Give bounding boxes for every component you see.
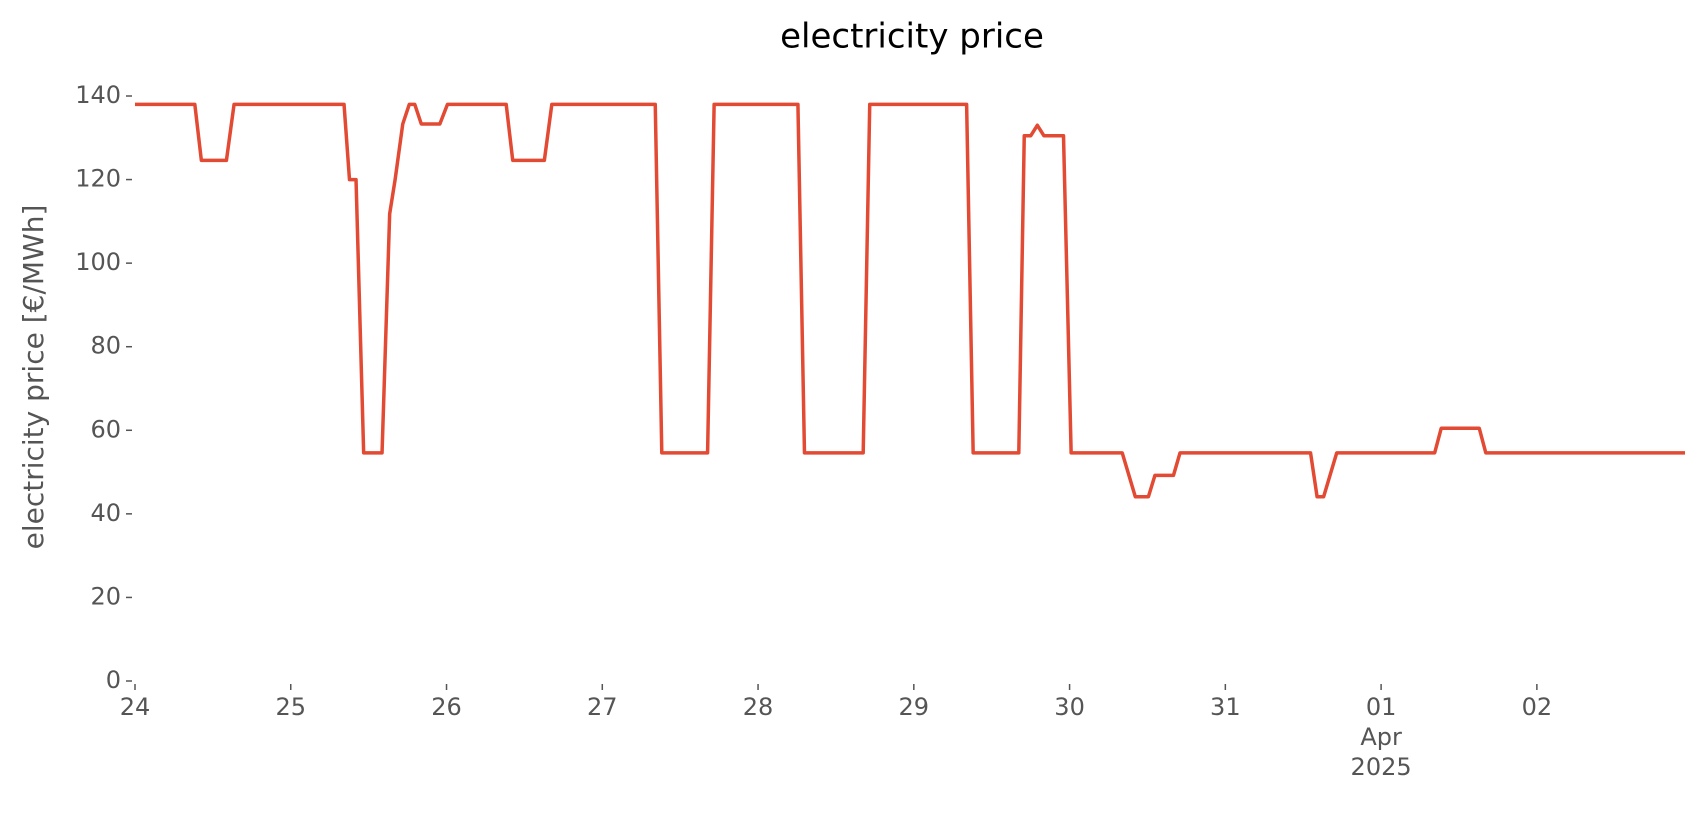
y-tick-label: 100 xyxy=(75,248,121,276)
chart-title: electricity price xyxy=(780,17,1044,57)
y-tick-label: 140 xyxy=(75,81,121,109)
x-tick-label: 26 xyxy=(431,693,462,721)
x-tick-label: 24 xyxy=(119,693,151,721)
y-tick-label: 60 xyxy=(90,415,121,443)
x-tick-label: 27 xyxy=(587,693,618,721)
x-tick-label: 29 xyxy=(898,693,930,721)
line xyxy=(135,102,1685,499)
y-axis-label: electricity price [€/MWh] xyxy=(17,205,50,550)
y-tick-label: 20 xyxy=(90,582,121,610)
y-tick-label: 0 xyxy=(106,666,121,694)
y-tick-label: 120 xyxy=(75,165,121,193)
y-tick-label: 80 xyxy=(90,332,121,360)
y-tick-label: 40 xyxy=(90,499,121,527)
x-tick-label: 28 xyxy=(742,693,774,721)
x-tick-label: 30 xyxy=(1054,693,1085,721)
x-tick-label: 01 Apr 2025 xyxy=(1350,693,1412,781)
x-tick-label: 25 xyxy=(275,693,307,721)
x-tick-label: 02 xyxy=(1521,693,1553,721)
x-tick-label: 31 xyxy=(1210,693,1241,721)
